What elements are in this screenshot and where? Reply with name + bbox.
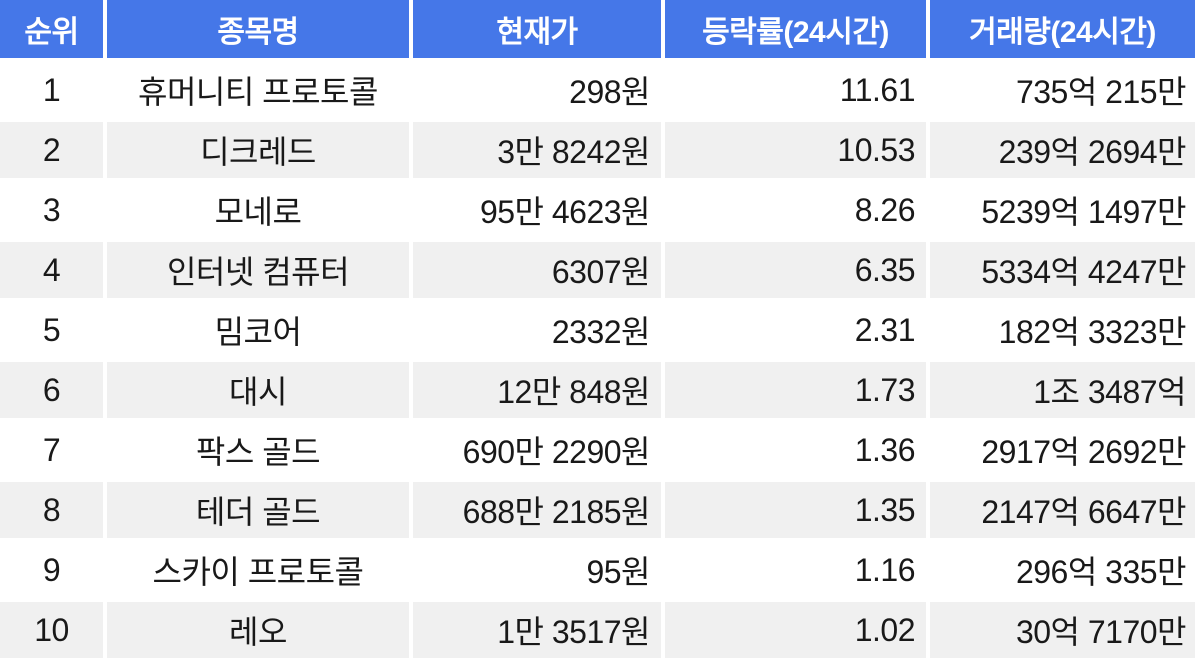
change-cell: 1.36	[665, 422, 926, 478]
header-cell-name: 종목명	[107, 0, 409, 58]
price-cell: 12만 848원	[413, 362, 661, 418]
header-cell-volume: 거래량(24시간)	[930, 0, 1195, 58]
change-cell: 8.26	[665, 182, 926, 238]
rank-cell: 8	[0, 482, 103, 538]
name-cell: 모네로	[107, 182, 409, 238]
price-cell: 2332원	[413, 302, 661, 358]
volume-cell: 2917억 2692만	[930, 422, 1195, 478]
volume-cell: 735억 215만	[930, 62, 1195, 118]
price-cell: 95원	[413, 542, 661, 598]
volume-cell: 30억 7170만	[930, 602, 1195, 658]
change-cell: 6.35	[665, 242, 926, 298]
header-cell-price: 현재가	[413, 0, 661, 58]
price-cell: 6307원	[413, 242, 661, 298]
change-cell: 1.35	[665, 482, 926, 538]
rank-cell: 4	[0, 242, 103, 298]
name-cell: 디크레드	[107, 122, 409, 178]
change-cell: 1.02	[665, 602, 926, 658]
name-cell: 밈코어	[107, 302, 409, 358]
change-cell: 10.53	[665, 122, 926, 178]
price-cell: 3만 8242원	[413, 122, 661, 178]
name-cell: 팍스 골드	[107, 422, 409, 478]
rank-cell: 2	[0, 122, 103, 178]
price-cell: 298원	[413, 62, 661, 118]
rank-cell: 7	[0, 422, 103, 478]
name-cell: 스카이 프로토콜	[107, 542, 409, 598]
price-cell: 690만 2290원	[413, 422, 661, 478]
rank-cell: 3	[0, 182, 103, 238]
volume-cell: 182억 3323만	[930, 302, 1195, 358]
header-cell-rank: 순위	[0, 0, 103, 58]
change-cell: 1.16	[665, 542, 926, 598]
price-cell: 95만 4623원	[413, 182, 661, 238]
rank-cell: 5	[0, 302, 103, 358]
change-cell: 2.31	[665, 302, 926, 358]
volume-cell: 1조 3487억	[930, 362, 1195, 418]
name-cell: 대시	[107, 362, 409, 418]
rank-cell: 6	[0, 362, 103, 418]
volume-cell: 239억 2694만	[930, 122, 1195, 178]
name-cell: 레오	[107, 602, 409, 658]
volume-cell: 296억 335만	[930, 542, 1195, 598]
name-cell: 인터넷 컴퓨터	[107, 242, 409, 298]
rank-cell: 10	[0, 602, 103, 658]
volume-cell: 2147억 6647만	[930, 482, 1195, 538]
price-cell: 688만 2185원	[413, 482, 661, 538]
volume-cell: 5334억 4247만	[930, 242, 1195, 298]
rank-cell: 1	[0, 62, 103, 118]
header-cell-change: 등락률(24시간)	[665, 0, 926, 58]
price-cell: 1만 3517원	[413, 602, 661, 658]
name-cell: 테더 골드	[107, 482, 409, 538]
change-cell: 1.73	[665, 362, 926, 418]
rank-cell: 9	[0, 542, 103, 598]
volume-cell: 5239억 1497만	[930, 182, 1195, 238]
name-cell: 휴머니티 프로토콜	[107, 62, 409, 118]
change-cell: 11.61	[665, 62, 926, 118]
